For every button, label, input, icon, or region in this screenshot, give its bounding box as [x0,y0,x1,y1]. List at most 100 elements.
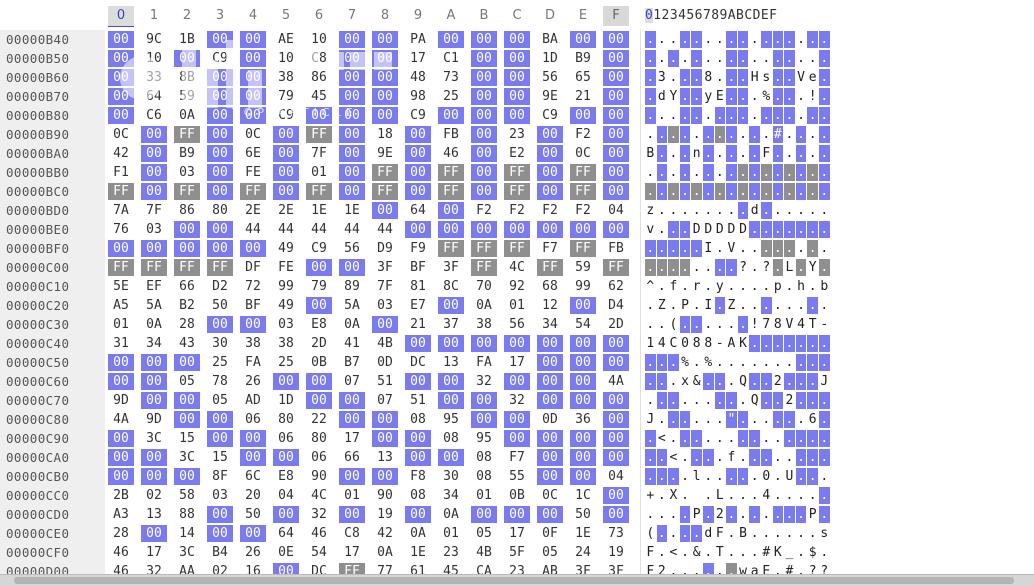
ascii-char[interactable]: . [795,259,807,276]
ascii-char[interactable]: . [739,355,747,370]
ascii-char[interactable]: . [808,51,817,66]
ascii-char[interactable]: . [726,107,737,124]
ascii-char[interactable]: . [739,393,747,408]
hex-byte[interactable]: 62 [608,279,624,294]
hex-byte[interactable]: 0A [377,545,393,560]
hex-byte[interactable]: 44 [245,222,261,237]
ascii-char[interactable]: . [737,164,749,181]
hex-byte[interactable]: 5E [113,279,129,294]
hex-byte[interactable]: 0A [443,507,459,522]
hex-byte[interactable]: 00 [273,506,299,523]
hex-byte[interactable]: 1C [575,488,591,503]
ascii-char[interactable]: F [762,146,771,161]
hex-byte[interactable]: 00 [207,525,233,542]
hex-byte[interactable]: 00 [504,221,530,238]
hex-byte[interactable]: 88 [179,507,195,522]
hex-byte[interactable]: 00 [372,430,398,447]
hex-byte[interactable]: 00 [471,126,497,143]
ascii-char[interactable]: . [797,526,805,541]
ascii-char[interactable]: . [807,373,818,390]
ascii-char[interactable]: . [668,126,679,143]
hex-byte[interactable]: FB [443,127,459,142]
ascii-char[interactable]: . [679,316,691,333]
hex-byte[interactable]: 05 [179,374,195,389]
ascii-char[interactable]: r [692,279,701,294]
ascii-char[interactable]: . [679,69,691,86]
hex-byte[interactable]: 50 [245,507,261,522]
hex-byte[interactable]: 00 [108,240,134,257]
hex-byte[interactable]: 00 [438,202,464,219]
hex-byte[interactable]: 1E [344,203,360,218]
ascii-char[interactable]: . [819,411,830,428]
hex-byte[interactable]: FF [306,183,332,200]
ascii-char[interactable]: . [820,298,829,313]
hex-byte[interactable]: 00 [207,316,233,333]
ascii-char[interactable]: . [761,373,772,390]
hex-byte[interactable]: 00 [240,107,266,124]
hex-byte[interactable]: 59 [575,260,591,275]
hex-byte[interactable]: 30 [212,336,228,351]
hex-byte[interactable]: 72 [245,279,261,294]
hex-byte[interactable]: 1D [542,51,558,66]
hex-byte[interactable]: D2 [212,279,228,294]
hex-byte[interactable]: 00 [141,240,167,257]
ascii-char[interactable]: . [772,31,784,48]
ascii-char[interactable]: . [784,107,795,124]
hex-byte[interactable]: 76 [113,222,129,237]
hex-byte[interactable]: 49 [278,241,294,256]
hex-byte[interactable]: 00 [471,335,497,352]
hex-byte[interactable]: 46 [443,146,459,161]
ascii-char[interactable]: v [646,222,655,237]
ascii-char[interactable]: . [739,279,747,294]
ascii-char[interactable]: . [668,411,679,428]
hex-byte[interactable]: 00 [570,449,596,466]
hex-byte[interactable]: 00 [537,506,563,523]
ascii-char[interactable]: . [737,183,749,200]
ascii-char[interactable]: . [797,51,805,66]
ascii-char[interactable]: . [714,297,726,314]
hex-byte[interactable]: 00 [174,50,200,67]
hex-byte[interactable]: 28 [113,526,129,541]
hex-byte[interactable]: 4C [311,488,327,503]
ascii-char[interactable]: . [704,488,713,503]
hex-byte[interactable]: 00 [603,430,629,447]
ascii-char[interactable]: - [820,317,829,332]
hex-byte[interactable]: 38 [245,336,261,351]
ascii-char[interactable]: . [645,31,656,48]
hex-byte[interactable]: 19 [377,507,393,522]
ascii-char[interactable] [691,487,702,504]
hex-byte[interactable]: 03 [179,165,195,180]
hex-byte[interactable]: 00 [372,316,398,333]
hex-byte[interactable]: 00 [273,145,299,162]
ascii-char[interactable]: . [727,374,736,389]
hex-byte[interactable]: 08 [410,488,426,503]
ascii-char[interactable]: . [773,526,782,541]
ascii-char[interactable]: y [715,279,724,294]
hex-byte[interactable]: 00 [471,221,497,238]
hex-byte[interactable]: 45 [311,89,327,104]
ascii-char[interactable]: . [656,525,668,542]
ascii-char[interactable]: . [737,468,749,485]
hex-byte[interactable]: 33 [146,70,162,85]
hex-byte[interactable]: 00 [240,69,266,86]
ascii-char[interactable]: F [646,545,655,560]
ascii-char[interactable]: 1 [646,336,655,351]
ascii-char[interactable]: . [749,449,760,466]
hex-byte[interactable]: 36 [575,412,591,427]
ascii-char[interactable]: $ [808,545,817,560]
hex-byte[interactable]: F8 [410,469,426,484]
ascii-char[interactable]: . [749,126,760,143]
hex-byte[interactable]: 00 [240,430,266,447]
ascii-char[interactable]: . [679,221,691,238]
ascii-char[interactable]: . [726,468,737,485]
hex-byte[interactable]: 00 [471,69,497,86]
ascii-char[interactable]: . [762,51,771,66]
ascii-char[interactable]: . [657,32,666,47]
hex-byte[interactable]: 80 [212,203,228,218]
ascii-char[interactable]: . [679,183,691,200]
ascii-char[interactable]: . [749,145,760,162]
hex-byte[interactable]: 78 [212,374,228,389]
hex-byte[interactable]: 00 [240,31,266,48]
ascii-char[interactable]: . [727,279,736,294]
